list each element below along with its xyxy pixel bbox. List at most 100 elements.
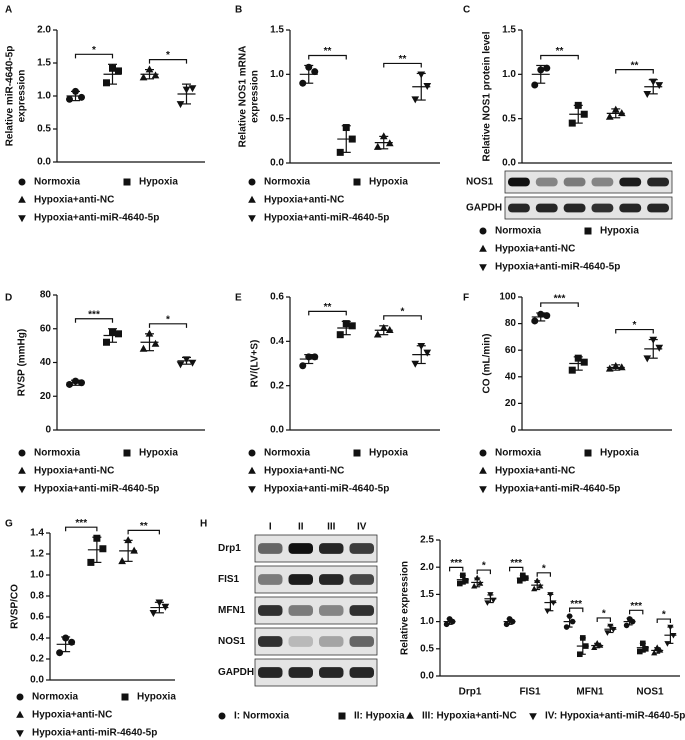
data-point bbox=[78, 93, 85, 101]
legend-label: III: Hypoxia+anti-NC bbox=[422, 711, 517, 722]
panel-label: F bbox=[463, 293, 469, 304]
y-tick-label: 20 bbox=[40, 391, 52, 402]
data-point bbox=[604, 630, 611, 636]
data-point bbox=[537, 582, 544, 589]
significance-label: ** bbox=[140, 521, 148, 532]
data-point bbox=[617, 363, 626, 371]
data-point bbox=[610, 626, 617, 633]
data-point bbox=[654, 644, 661, 650]
y-tick-label: 0.2 bbox=[270, 380, 284, 391]
legend-label: Hypoxia bbox=[600, 448, 639, 459]
y-tick-label: 1.2 bbox=[30, 549, 44, 560]
y-tick-label: 0.6 bbox=[30, 612, 44, 623]
data-point bbox=[411, 360, 420, 368]
legend-label: Hypoxia+anti-miR-4640-5p bbox=[495, 262, 620, 273]
blot-band bbox=[288, 543, 313, 554]
y-axis-label: RVSP/CO bbox=[10, 584, 21, 629]
legend-marker bbox=[248, 486, 256, 494]
data-point bbox=[417, 342, 426, 350]
blot-band bbox=[508, 177, 530, 187]
y-axis-label: expression bbox=[17, 70, 28, 123]
blot-row-label: NOS1 bbox=[218, 636, 246, 647]
y-tick-label: 40 bbox=[40, 357, 52, 368]
significance-bracket bbox=[65, 526, 98, 532]
legend-marker bbox=[18, 449, 26, 457]
data-point bbox=[66, 95, 73, 103]
legend-marker bbox=[479, 449, 487, 457]
y-axis-label: expression bbox=[250, 70, 261, 123]
panel-label: E bbox=[235, 293, 242, 304]
significance-bracket bbox=[127, 529, 160, 535]
data-point bbox=[487, 592, 494, 598]
significance-label: * bbox=[166, 50, 170, 61]
y-tick-label: 1.0 bbox=[270, 69, 284, 80]
significance-label: * bbox=[633, 320, 637, 331]
data-point bbox=[649, 78, 658, 86]
significance-label: ** bbox=[631, 60, 639, 71]
legend-marker bbox=[584, 449, 592, 457]
y-tick-label: 0.5 bbox=[37, 124, 51, 135]
data-point bbox=[605, 112, 614, 120]
data-point bbox=[385, 139, 394, 147]
y-tick-label: 20 bbox=[505, 398, 517, 409]
legend-label: Normoxia bbox=[32, 692, 79, 703]
legend-marker bbox=[479, 244, 487, 252]
data-point bbox=[145, 329, 154, 337]
data-point bbox=[379, 323, 388, 331]
legend-marker bbox=[248, 215, 256, 223]
y-tick-label: 0.0 bbox=[270, 425, 284, 436]
legend-label: Hypoxia+anti-NC bbox=[264, 195, 344, 206]
significance-label: * bbox=[662, 610, 666, 621]
significance-label: * bbox=[166, 314, 170, 325]
data-point bbox=[151, 339, 160, 347]
blot-band bbox=[258, 636, 283, 647]
data-point bbox=[474, 574, 481, 581]
data-point bbox=[607, 623, 614, 630]
data-point bbox=[373, 142, 382, 150]
legend-marker bbox=[16, 730, 24, 738]
x-tick-label: MFN1 bbox=[576, 687, 604, 698]
data-point bbox=[568, 366, 576, 374]
blot-band bbox=[535, 203, 558, 213]
significance-bracket bbox=[629, 609, 644, 615]
legend-marker bbox=[18, 466, 26, 474]
legend-label: Hypoxia bbox=[369, 177, 408, 188]
significance-bracket bbox=[74, 318, 114, 323]
data-point bbox=[637, 648, 643, 655]
data-point bbox=[449, 618, 456, 625]
data-point bbox=[649, 336, 658, 344]
blot-band bbox=[349, 543, 374, 554]
y-axis-label: Relative NOS1 mRNA bbox=[238, 46, 249, 148]
y-axis-label: Relative expression bbox=[400, 561, 411, 655]
y-tick-label: 0.0 bbox=[502, 158, 516, 169]
data-point bbox=[583, 643, 589, 649]
significance-bracket bbox=[569, 607, 584, 613]
y-axis-label: Relative NOS1 protein level bbox=[482, 31, 493, 161]
data-point bbox=[62, 634, 70, 642]
data-point bbox=[176, 101, 185, 109]
legend-label: Normoxia bbox=[264, 448, 311, 459]
significance-label: ** bbox=[399, 54, 407, 65]
blot-band bbox=[349, 605, 374, 616]
blot-band bbox=[349, 636, 374, 647]
data-point bbox=[484, 600, 491, 606]
y-axis-label: RVSP (mmHg) bbox=[17, 329, 28, 396]
data-point bbox=[460, 572, 466, 579]
data-point bbox=[336, 331, 344, 339]
blot-panel bbox=[504, 196, 673, 220]
data-point bbox=[423, 349, 432, 357]
data-point bbox=[477, 580, 484, 586]
blot-band bbox=[535, 177, 558, 187]
blot-band bbox=[508, 203, 530, 213]
legend-label: Normoxia bbox=[34, 448, 81, 459]
blot-band bbox=[258, 543, 283, 554]
significance-bracket bbox=[476, 569, 491, 575]
y-tick-label: 0.4 bbox=[30, 633, 44, 644]
legend-marker bbox=[218, 712, 226, 720]
y-tick-label: 2.5 bbox=[420, 535, 434, 546]
data-point bbox=[93, 534, 101, 542]
data-point bbox=[155, 599, 164, 607]
legend-marker bbox=[121, 693, 129, 701]
data-point bbox=[118, 557, 126, 565]
